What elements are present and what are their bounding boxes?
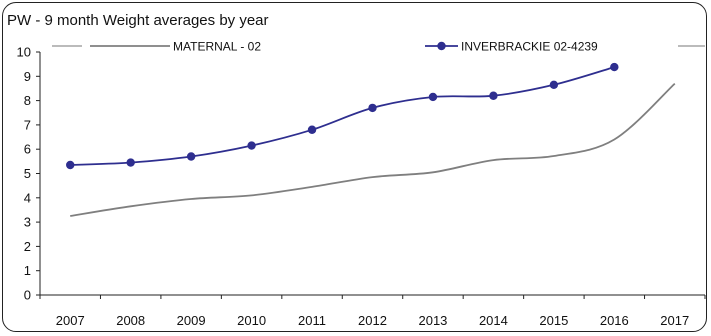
x-tick-label: 2009 <box>177 313 206 328</box>
series-line-1 <box>70 82 676 217</box>
legend-label-1: MATERNAL - 02 <box>173 40 261 54</box>
series-point-2 <box>186 152 196 161</box>
series-point-2 <box>489 91 498 100</box>
y-tick-label: 10 <box>17 45 31 60</box>
x-tick-label: 2016 <box>600 313 629 328</box>
series-point-2 <box>368 103 377 113</box>
y-tick-label: 6 <box>24 142 31 157</box>
y-tick-label: 4 <box>24 190 31 205</box>
series-point-2 <box>549 80 559 90</box>
x-tick-label: 2011 <box>298 313 326 328</box>
x-tick-label: 2015 <box>539 313 568 328</box>
series-point-2 <box>126 158 135 167</box>
y-tick-label: 1 <box>24 263 31 278</box>
x-tick-label: 2008 <box>116 313 145 328</box>
y-tick-label: 9 <box>24 69 31 84</box>
chart-frame <box>2 2 707 332</box>
legend-marker-2 <box>437 41 446 51</box>
chart-title: PW - 9 month Weight averages by year <box>7 12 269 29</box>
series-line-2 <box>70 66 615 166</box>
y-tick-label: 2 <box>24 239 31 254</box>
series-point-2 <box>428 92 438 102</box>
series-point-2 <box>66 160 75 170</box>
x-tick-label: 2013 <box>418 313 447 328</box>
y-tick-label: 7 <box>24 117 31 132</box>
x-tick-label: 2012 <box>358 313 387 328</box>
series-point-2 <box>247 141 256 150</box>
x-tick-label: 2010 <box>237 313 266 328</box>
y-tick-label: 3 <box>24 215 31 230</box>
y-tick-label: 5 <box>24 166 31 181</box>
series-point-2 <box>610 62 619 72</box>
y-tick-label: 0 <box>24 288 31 303</box>
y-tick-label: 8 <box>24 93 31 108</box>
x-tick-label: 2014 <box>479 313 508 328</box>
legend-label-2: INVERBRACKIE 02-4239 <box>461 40 598 54</box>
series-point-2 <box>307 125 317 134</box>
x-tick-label: 2017 <box>660 313 689 328</box>
x-tick-label: 2007 <box>56 313 85 328</box>
